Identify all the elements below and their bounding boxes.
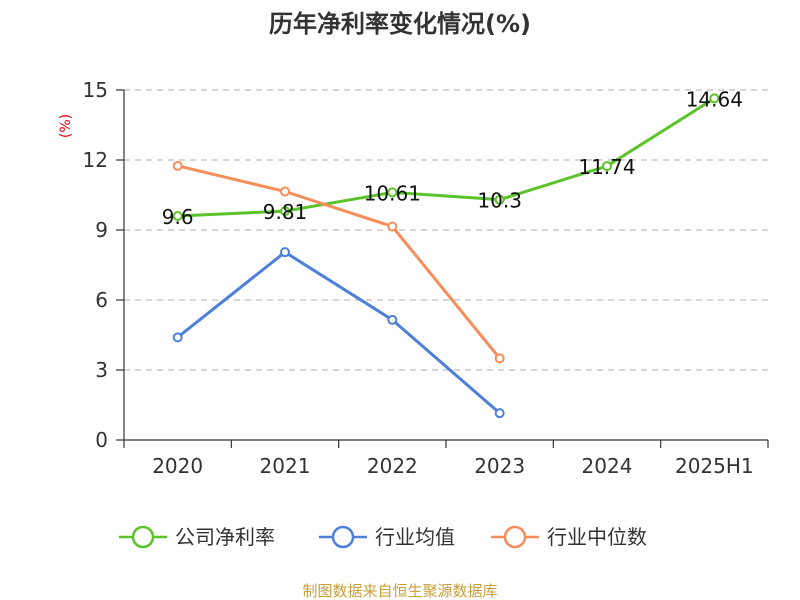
y-tick-label: 15 [83,78,108,102]
y-tick-label: 0 [95,428,108,452]
y-axis-label: (%) [58,114,74,138]
legend-item[interactable]: 行业中位数 [491,525,647,549]
data-point [494,408,505,419]
data-point [494,194,505,205]
series-line [177,97,716,218]
series-line [176,250,501,415]
source-note: 制图数据来自恒生聚源数据库 [302,582,497,600]
data-label: 10.3 [477,189,522,213]
data-point [387,187,398,198]
legend-label: 公司净利率 [175,525,275,549]
x-tick-label: 2020 [152,454,203,478]
chart-title: 历年净利率变化情况(%) [269,10,531,38]
data-point [280,247,290,258]
x-tick-label: 2022 [367,454,418,478]
data-point [602,161,612,172]
series-line [177,164,501,360]
legend: 公司净利率 行业均值 行业中位数 [119,525,647,549]
data-point [172,332,183,343]
data-point [172,160,183,171]
x-tick-label: 2025H1 [675,454,754,478]
data-label: 9.6 [162,205,194,229]
legend-marker [131,525,155,549]
x-tick-label: 2021 [260,454,311,478]
y-tick-label: 9 [95,218,108,242]
data-point [280,206,290,217]
data-point [172,211,183,221]
data-point [387,221,398,232]
data-point [387,314,398,325]
legend-label: 行业均值 [375,525,455,549]
legend-item[interactable]: 公司净利率 [119,525,275,549]
legend-marker [503,525,527,549]
y-tick-label: 6 [95,288,108,312]
series-group [172,93,720,419]
data-label: 14.64 [686,87,743,111]
grid-lines [124,89,768,371]
y-tick-label: 12 [83,148,108,172]
x-tick-label: 2024 [582,454,633,478]
data-point [280,186,290,197]
axes: 0 3 6 9 12 15 2020 2021 2022 2023 2024 2025H1 [83,78,769,478]
data-labels: 9.6 9.81 10.61 10.3 11.74 14.64 [162,87,743,229]
data-label: 10.61 [364,181,421,205]
data-label: 9.81 [263,200,308,224]
x-tick-label: 2023 [474,454,525,478]
data-label: 11.74 [578,155,635,179]
data-point [709,93,720,104]
legend-label: 行业中位数 [547,525,647,549]
y-tick-label: 3 [95,358,108,382]
legend-marker [331,525,355,549]
data-point [494,353,505,364]
legend-item[interactable]: 行业均值 [319,525,455,549]
